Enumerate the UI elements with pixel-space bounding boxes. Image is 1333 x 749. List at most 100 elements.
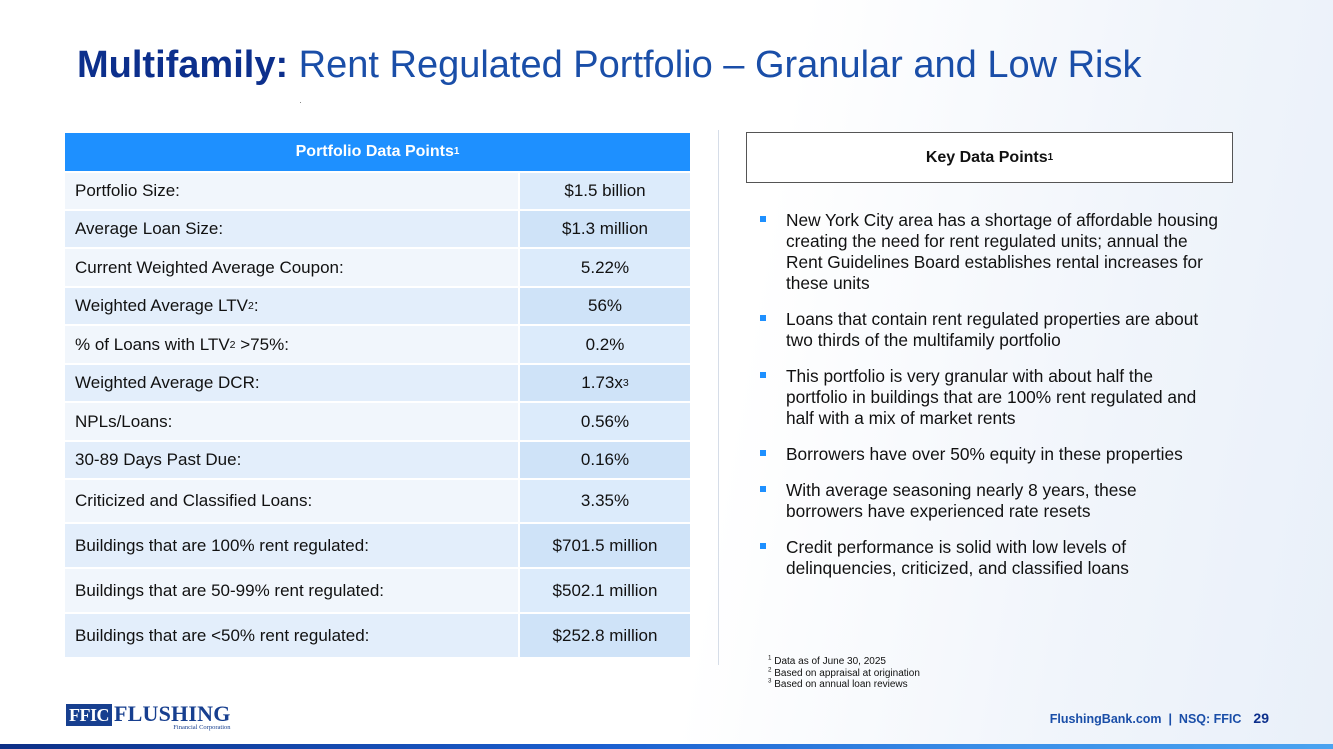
key-point-text: This portfolio is very granular with abo…	[786, 366, 1197, 428]
row-label-text: Weighted Average DCR:	[75, 373, 260, 392]
table-body: Portfolio Size: $1.5 billion Average Loan …	[65, 171, 690, 657]
footnote-text: Data as of June 30, 2025	[771, 656, 886, 667]
row-value: $502.1 million	[518, 569, 690, 612]
row-value: $1.3 million	[518, 211, 690, 247]
table-row: Criticized and Classified Loans: 3.35%	[65, 478, 690, 522]
ffic-flushing-logo: FFIC FLUSHING Financial Corporation	[66, 701, 231, 732]
table-row: 30-89 Days Past Due: 0.16%	[65, 440, 690, 478]
row-label: Portfolio Size:	[65, 173, 518, 209]
row-label-text: % of Loans with LTV	[75, 334, 230, 354]
table-row: NPLs/Loans: 0.56%	[65, 401, 690, 440]
row-label: % of Loans with LTV 2 >75%:	[65, 326, 518, 363]
row-label: Current Weighted Average Coupon:	[65, 249, 518, 286]
footnote: 2 Based on appraisal at origination	[768, 666, 920, 680]
key-point-item: This portfolio is very granular with abo…	[758, 366, 1218, 429]
bullet-square-icon	[760, 372, 766, 378]
table-row: Buildings that are 50-99% rent regulated…	[65, 567, 690, 612]
footer-info: FlushingBank.com | NSQ: FFIC 29	[1050, 710, 1269, 726]
row-value: 56%	[518, 288, 690, 324]
row-value: 5.22%	[518, 249, 690, 286]
table-row: Weighted Average DCR: 1.73x 3	[65, 363, 690, 401]
key-point-item: With average seasoning nearly 8 years, t…	[758, 480, 1218, 522]
row-value: $252.8 million	[518, 614, 690, 657]
row-label-after: >75%:	[235, 334, 289, 354]
row-value-text: $1.5 billion	[564, 181, 646, 200]
row-label: Average Loan Size:	[65, 211, 518, 247]
row-label: Weighted Average DCR:	[65, 365, 518, 401]
key-point-text: Credit performance is solid with low lev…	[786, 537, 1129, 578]
footnote-num: 2	[768, 666, 772, 674]
row-value: $701.5 million	[518, 524, 690, 567]
row-label: 30-89 Days Past Due:	[65, 442, 518, 478]
footnote: 1 Data as of June 30, 2025	[768, 654, 920, 668]
row-label: Weighted Average LTV 2:	[65, 288, 518, 324]
table-row: % of Loans with LTV 2 >75%: 0.2%	[65, 324, 690, 363]
bullet-square-icon	[760, 450, 766, 456]
key-point-text: Loans that contain rent regulated proper…	[786, 309, 1199, 350]
row-value: 3.35%	[518, 480, 690, 522]
row-label: Criticized and Classified Loans:	[65, 480, 518, 522]
row-value: 0.56%	[518, 403, 690, 440]
footnotes: 1 Data as of June 30, 2025 2 Based on app…	[768, 654, 920, 691]
logo-sub: Financial Corporation	[173, 724, 231, 731]
row-value-text: 0.56%	[580, 411, 630, 431]
footer-site: FlushingBank.com | NSQ: FFIC	[1049, 712, 1242, 726]
vertical-divider	[718, 130, 719, 665]
logo-name: FLUSHING	[114, 701, 231, 726]
logo-wordmark: FLUSHING Financial Corporation	[114, 701, 231, 732]
table-row: Average Loan Size: $1.3 million	[65, 209, 690, 247]
bullet-square-icon	[760, 315, 766, 321]
key-point-text: New York City area has a shortage of aff…	[786, 210, 1218, 293]
row-label-text: Weighted Average LTV	[75, 296, 248, 315]
title-rest: Rent Regulated Portfolio – Granular and …	[288, 44, 1142, 86]
footnote-text: Based on annual loan reviews	[771, 679, 908, 690]
row-label-text: 30-89 Days Past Due:	[75, 450, 242, 469]
footnote-num: 1	[768, 654, 772, 662]
logo-ffic: FFIC	[66, 704, 112, 726]
footnote-num: 3	[768, 677, 772, 685]
row-label-text: Buildings that are 100% rent regulated:	[75, 535, 369, 555]
row-label: Buildings that are 50-99% rent regulated…	[65, 569, 518, 612]
row-value-text: 0.2%	[585, 334, 625, 354]
page-number: 29	[1253, 710, 1269, 726]
key-data-title: Key Data Points	[925, 148, 1048, 166]
row-label: Buildings that are 100% rent regulated:	[65, 524, 518, 567]
page-title: Multifamily: Rent Regulated Portfolio – …	[77, 44, 1141, 87]
row-value: 0.16%	[518, 442, 690, 478]
key-point-item: Loans that contain rent regulated proper…	[758, 309, 1218, 351]
row-label-text: NPLs/Loans:	[75, 411, 173, 431]
table-row: Portfolio Size: $1.5 billion	[65, 171, 690, 209]
table-row: Weighted Average LTV 2: 56%	[65, 286, 690, 324]
row-value-text: 3.35%	[580, 491, 630, 510]
key-point-item: New York City area has a shortage of aff…	[758, 210, 1218, 294]
table-header: Portfolio Data Points 1	[65, 133, 690, 171]
row-value: 1.73x 3	[518, 365, 690, 401]
row-value-text: $252.8 million	[552, 625, 658, 645]
key-point-item: Credit performance is solid with low lev…	[758, 537, 1218, 579]
table-row: Current Weighted Average Coupon: 5.22%	[65, 247, 690, 286]
key-point-text: With average seasoning nearly 8 years, t…	[786, 480, 1137, 521]
row-value-text: 56%	[587, 296, 623, 315]
table-row: Buildings that are <50% rent regulated: $…	[65, 612, 690, 657]
row-value-text: $502.1 million	[552, 580, 658, 600]
row-label-text: Average Loan Size:	[75, 219, 224, 238]
row-label-text: Current Weighted Average Coupon:	[75, 257, 344, 277]
row-label-text: Portfolio Size:	[75, 181, 180, 200]
row-value-text: 5.22%	[580, 257, 630, 277]
footnote: 3 Based on annual loan reviews	[768, 677, 920, 691]
key-data-header: Key Data Points 1	[746, 132, 1233, 183]
row-label-text: Criticized and Classified Loans:	[75, 491, 313, 510]
row-label-after: :	[253, 296, 259, 315]
row-value-text: $1.3 million	[562, 219, 648, 238]
table-header-text: Portfolio Data Points	[295, 143, 454, 160]
bullet-square-icon	[760, 486, 766, 492]
row-label: Buildings that are <50% rent regulated:	[65, 614, 518, 657]
row-value: 0.2%	[518, 326, 690, 363]
key-points-list: New York City area has a shortage of aff…	[758, 210, 1218, 594]
bullet-square-icon	[760, 216, 766, 222]
row-value: $1.5 billion	[518, 173, 690, 209]
row-label: NPLs/Loans:	[65, 403, 518, 440]
row-value-text: $701.5 million	[552, 535, 658, 555]
row-label-text: Buildings that are <50% rent regulated:	[75, 625, 370, 645]
bottom-accent-bar	[0, 744, 1333, 749]
